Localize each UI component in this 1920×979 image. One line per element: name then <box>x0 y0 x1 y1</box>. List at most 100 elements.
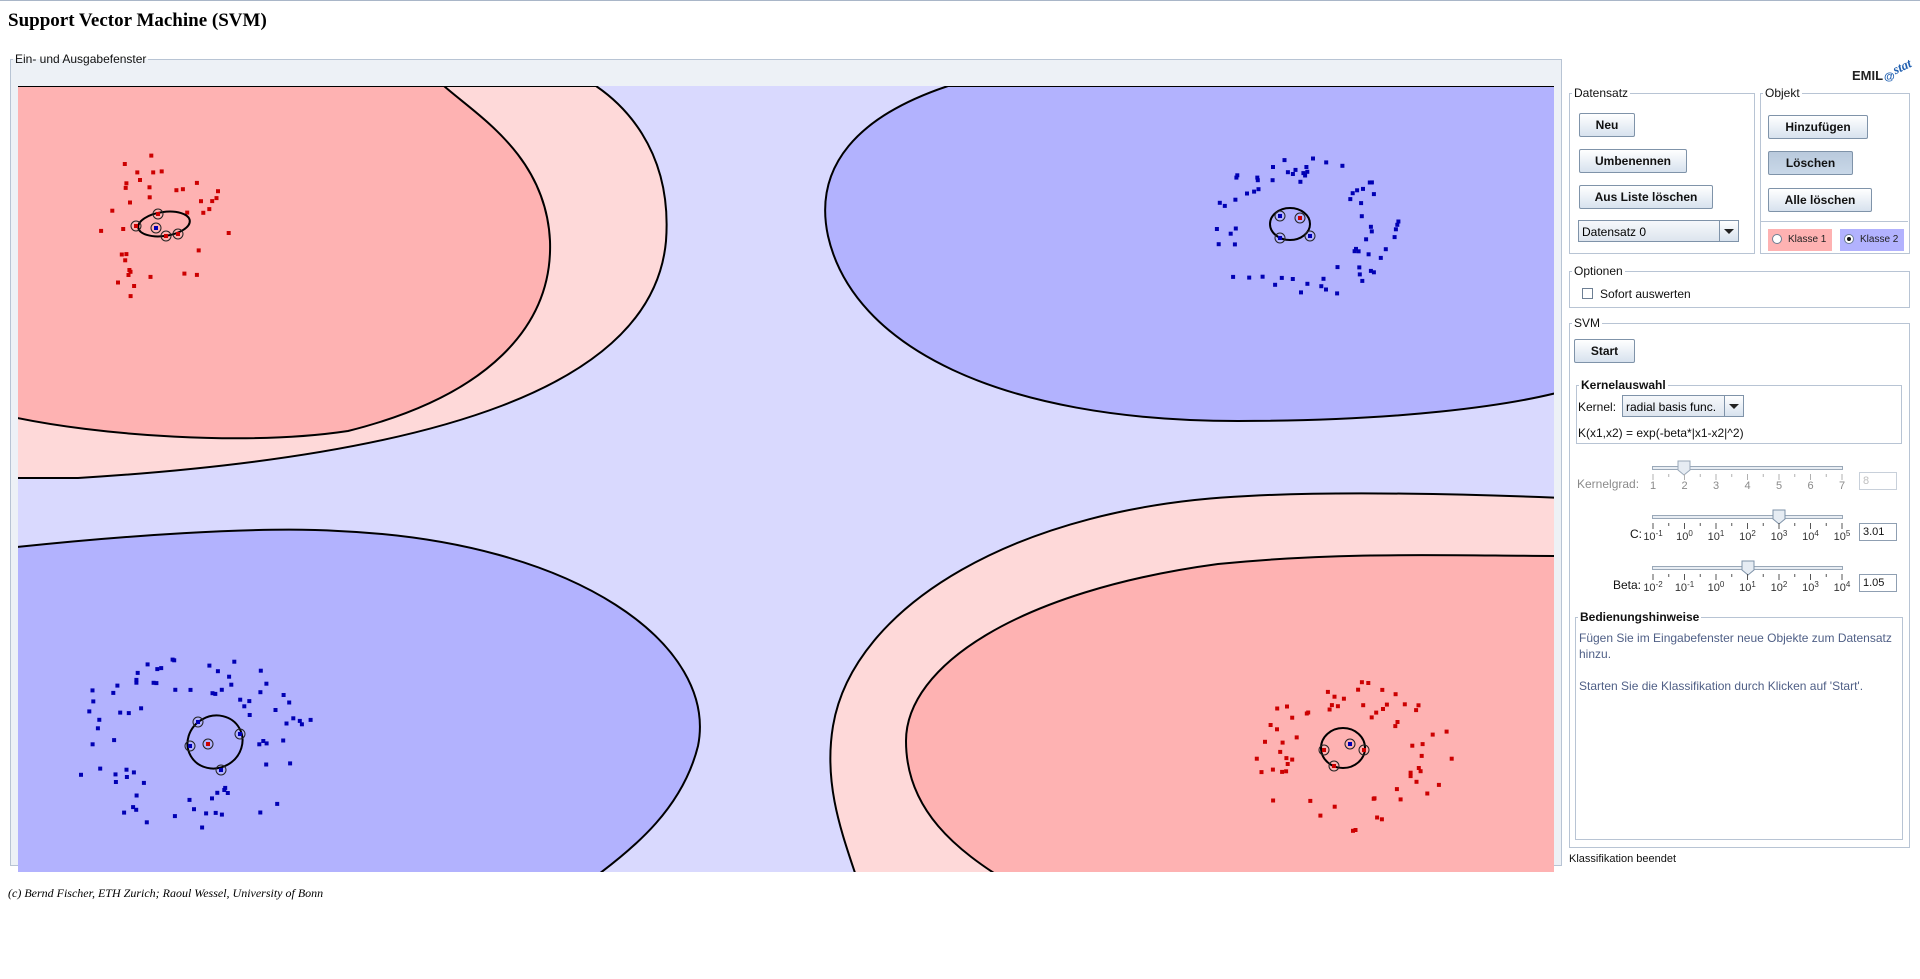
data-point[interactable] <box>242 704 247 709</box>
data-point[interactable] <box>91 699 96 704</box>
support-vector-point[interactable] <box>156 212 160 216</box>
data-point[interactable] <box>126 711 131 716</box>
data-point[interactable] <box>1351 828 1355 833</box>
data-point[interactable] <box>1278 749 1283 754</box>
data-point[interactable] <box>287 700 292 705</box>
support-vector-point[interactable] <box>238 732 242 736</box>
data-point[interactable] <box>288 761 293 766</box>
data-point[interactable] <box>1247 275 1252 280</box>
data-point[interactable] <box>194 272 199 277</box>
data-point[interactable] <box>1233 226 1238 231</box>
data-point[interactable] <box>215 790 220 795</box>
kernelgrad-slider-track[interactable] <box>1652 466 1843 470</box>
data-point[interactable] <box>1357 272 1362 277</box>
data-point[interactable] <box>147 195 152 200</box>
data-point[interactable] <box>1228 231 1233 236</box>
data-point[interactable] <box>182 271 187 276</box>
data-point[interactable] <box>210 199 215 204</box>
data-point[interactable] <box>199 199 203 204</box>
kernel-select[interactable]: radial basis func. <box>1622 395 1744 417</box>
data-point[interactable] <box>147 185 152 190</box>
data-point[interactable] <box>1263 739 1267 744</box>
data-point[interactable] <box>1299 290 1303 295</box>
data-point[interactable] <box>1255 175 1260 180</box>
c-slider-track[interactable] <box>1652 515 1843 519</box>
delete-object-button[interactable]: Löschen <box>1768 151 1853 175</box>
data-point[interactable] <box>124 767 129 772</box>
data-point[interactable] <box>1318 813 1323 818</box>
data-point[interactable] <box>1290 757 1295 762</box>
data-point[interactable] <box>210 796 214 801</box>
support-vector-point[interactable] <box>1278 236 1282 240</box>
data-point[interactable] <box>257 742 262 747</box>
data-point[interactable] <box>1384 702 1389 707</box>
data-point[interactable] <box>1414 708 1419 713</box>
data-point[interactable] <box>1319 284 1324 289</box>
data-point[interactable] <box>227 674 232 679</box>
data-point[interactable] <box>173 687 178 692</box>
data-point[interactable] <box>148 274 153 279</box>
data-point[interactable] <box>1256 187 1261 192</box>
data-point[interactable] <box>131 770 136 775</box>
data-point[interactable] <box>188 687 193 692</box>
data-point[interactable] <box>226 231 231 235</box>
data-point[interactable] <box>1383 247 1388 252</box>
data-point[interactable] <box>1273 282 1278 287</box>
data-point[interactable] <box>194 180 199 185</box>
support-vector-point[interactable] <box>188 744 192 748</box>
support-vector-point[interactable] <box>134 224 138 228</box>
data-point[interactable] <box>1366 252 1371 257</box>
data-point[interactable] <box>1305 281 1310 286</box>
data-point[interactable] <box>110 208 115 213</box>
data-point[interactable] <box>1254 756 1259 761</box>
data-point[interactable] <box>1356 249 1361 254</box>
data-point[interactable] <box>151 680 156 685</box>
data-point[interactable] <box>1353 828 1358 832</box>
data-point[interactable] <box>1285 762 1290 766</box>
data-point[interactable] <box>1361 703 1366 708</box>
data-point[interactable] <box>1335 704 1340 709</box>
data-point[interactable] <box>1372 796 1377 801</box>
data-point[interactable] <box>247 713 252 717</box>
data-point[interactable] <box>1380 687 1385 692</box>
data-point[interactable] <box>1425 791 1430 796</box>
data-point[interactable] <box>185 210 190 215</box>
data-point[interactable] <box>213 691 218 696</box>
data-point[interactable] <box>1375 815 1380 820</box>
data-point[interactable] <box>1444 729 1449 734</box>
data-point[interactable] <box>128 294 133 299</box>
data-point[interactable] <box>1359 201 1364 206</box>
data-point[interactable] <box>1284 756 1289 761</box>
data-point[interactable] <box>196 248 201 253</box>
data-point[interactable] <box>258 668 263 673</box>
data-point[interactable] <box>261 739 266 743</box>
data-point[interactable] <box>1369 180 1374 185</box>
support-vector-point[interactable] <box>1332 764 1336 768</box>
data-point[interactable] <box>134 793 139 798</box>
data-point[interactable] <box>128 200 132 205</box>
c-field[interactable] <box>1859 523 1897 541</box>
data-point[interactable] <box>124 252 129 257</box>
data-point[interactable] <box>1245 191 1249 196</box>
support-vector-point[interactable] <box>1322 748 1326 752</box>
data-point[interactable] <box>1231 274 1236 279</box>
data-point[interactable] <box>1234 175 1239 180</box>
data-point[interactable] <box>134 807 139 812</box>
data-point[interactable] <box>1294 735 1299 740</box>
new-dataset-button[interactable]: Neu <box>1579 113 1635 137</box>
data-point[interactable] <box>1352 249 1357 254</box>
data-point[interactable] <box>97 717 102 722</box>
data-point[interactable] <box>1379 817 1384 822</box>
data-point[interactable] <box>1354 246 1358 251</box>
start-button[interactable]: Start <box>1574 339 1635 363</box>
rename-dataset-button[interactable]: Umbenennen <box>1579 149 1687 173</box>
kernelgrad-slider-thumb[interactable] <box>1677 460 1691 476</box>
data-point[interactable] <box>1402 702 1407 707</box>
data-point[interactable] <box>1270 178 1275 183</box>
data-point[interactable] <box>215 669 220 674</box>
data-point[interactable] <box>1284 769 1289 774</box>
class2-radio[interactable]: Klasse 2 <box>1840 229 1904 251</box>
data-point[interactable] <box>123 185 128 190</box>
data-point[interactable] <box>1430 732 1435 737</box>
data-point[interactable] <box>151 170 156 175</box>
